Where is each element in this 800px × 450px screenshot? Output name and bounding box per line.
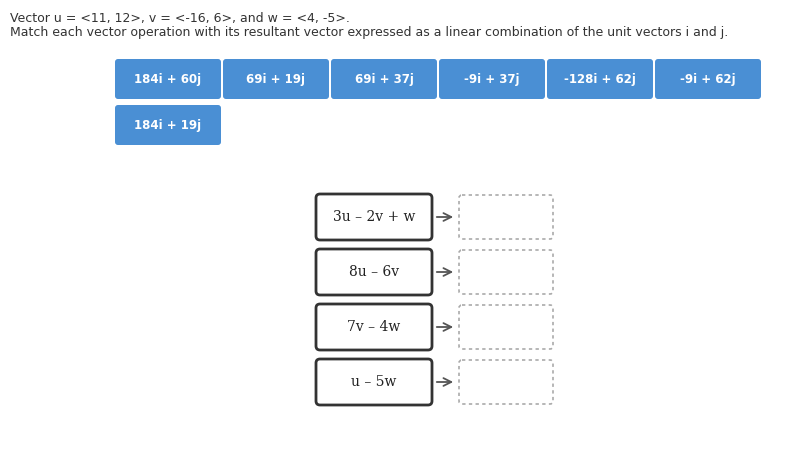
FancyBboxPatch shape xyxy=(223,59,329,99)
FancyBboxPatch shape xyxy=(115,105,221,145)
Text: -9i + 62j: -9i + 62j xyxy=(680,72,736,86)
FancyBboxPatch shape xyxy=(547,59,653,99)
Text: 8u – 6v: 8u – 6v xyxy=(349,265,399,279)
FancyBboxPatch shape xyxy=(316,304,432,350)
Text: 69i + 19j: 69i + 19j xyxy=(246,72,306,86)
Text: 69i + 37j: 69i + 37j xyxy=(354,72,414,86)
FancyBboxPatch shape xyxy=(316,359,432,405)
Text: 3u – 2v + w: 3u – 2v + w xyxy=(333,210,415,224)
Text: Vector u = <11, 12>, v = <-16, 6>, and w = <4, -5>.: Vector u = <11, 12>, v = <-16, 6>, and w… xyxy=(10,12,350,25)
FancyBboxPatch shape xyxy=(115,59,221,99)
Text: 184i + 60j: 184i + 60j xyxy=(134,72,202,86)
FancyBboxPatch shape xyxy=(459,195,553,239)
FancyBboxPatch shape xyxy=(331,59,437,99)
FancyBboxPatch shape xyxy=(459,250,553,294)
FancyBboxPatch shape xyxy=(316,194,432,240)
FancyBboxPatch shape xyxy=(439,59,545,99)
Text: -128i + 62j: -128i + 62j xyxy=(564,72,636,86)
FancyBboxPatch shape xyxy=(459,360,553,404)
FancyBboxPatch shape xyxy=(655,59,761,99)
Text: u – 5w: u – 5w xyxy=(351,375,397,389)
FancyBboxPatch shape xyxy=(316,249,432,295)
Text: 7v – 4w: 7v – 4w xyxy=(347,320,401,334)
Text: Match each vector operation with its resultant vector expressed as a linear comb: Match each vector operation with its res… xyxy=(10,26,728,39)
Text: -9i + 37j: -9i + 37j xyxy=(464,72,520,86)
Text: 184i + 19j: 184i + 19j xyxy=(134,118,202,131)
FancyBboxPatch shape xyxy=(459,305,553,349)
